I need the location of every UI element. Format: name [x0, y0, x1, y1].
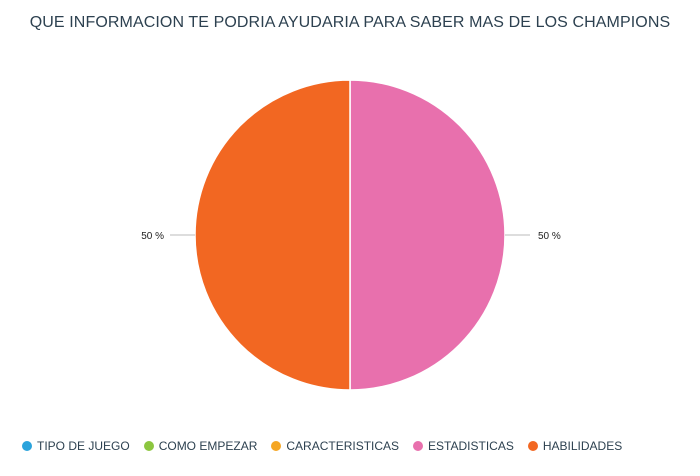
legend-label: HABILIDADES	[542, 439, 623, 453]
legend-label: CARACTERISTICAS	[286, 439, 400, 453]
legend-marker	[271, 441, 282, 451]
legend-item-caracteristicas[interactable]: CARACTERISTICAS	[271, 439, 399, 453]
legend-item-tipo-de-juego[interactable]: TIPO DE JUEGO	[22, 439, 130, 453]
legend-item-estadisticas[interactable]: ESTADISTICAS	[413, 439, 514, 453]
legend-label: TIPO DE JUEGO	[37, 439, 130, 453]
pie-slice-habilidades[interactable]	[194, 79, 351, 391]
legend-marker	[527, 441, 538, 451]
legend-item-como-empezar[interactable]: COMO EMPEZAR	[143, 439, 258, 453]
legend-marker	[22, 441, 32, 451]
chart-title: QUE INFORMACION TE PODRIA AYUDARIA PARA …	[29, 14, 671, 31]
pie-chart: 50 % 50 %	[141, 79, 561, 391]
legend-item-habilidades[interactable]: HABILIDADES	[527, 439, 623, 453]
legend-label: COMO EMPEZAR	[158, 439, 258, 453]
data-label-estadisticas: 50 %	[538, 231, 561, 242]
legend-marker	[413, 441, 424, 451]
legend-marker	[143, 441, 154, 451]
data-label-habilidades: 50 %	[141, 231, 164, 242]
legend: TIPO DE JUEGO COMO EMPEZAR CARACTERISTICAS…	[22, 437, 636, 455]
pie-slice-estadisticas[interactable]	[349, 79, 506, 391]
legend-label: ESTADISTICAS	[428, 439, 514, 453]
